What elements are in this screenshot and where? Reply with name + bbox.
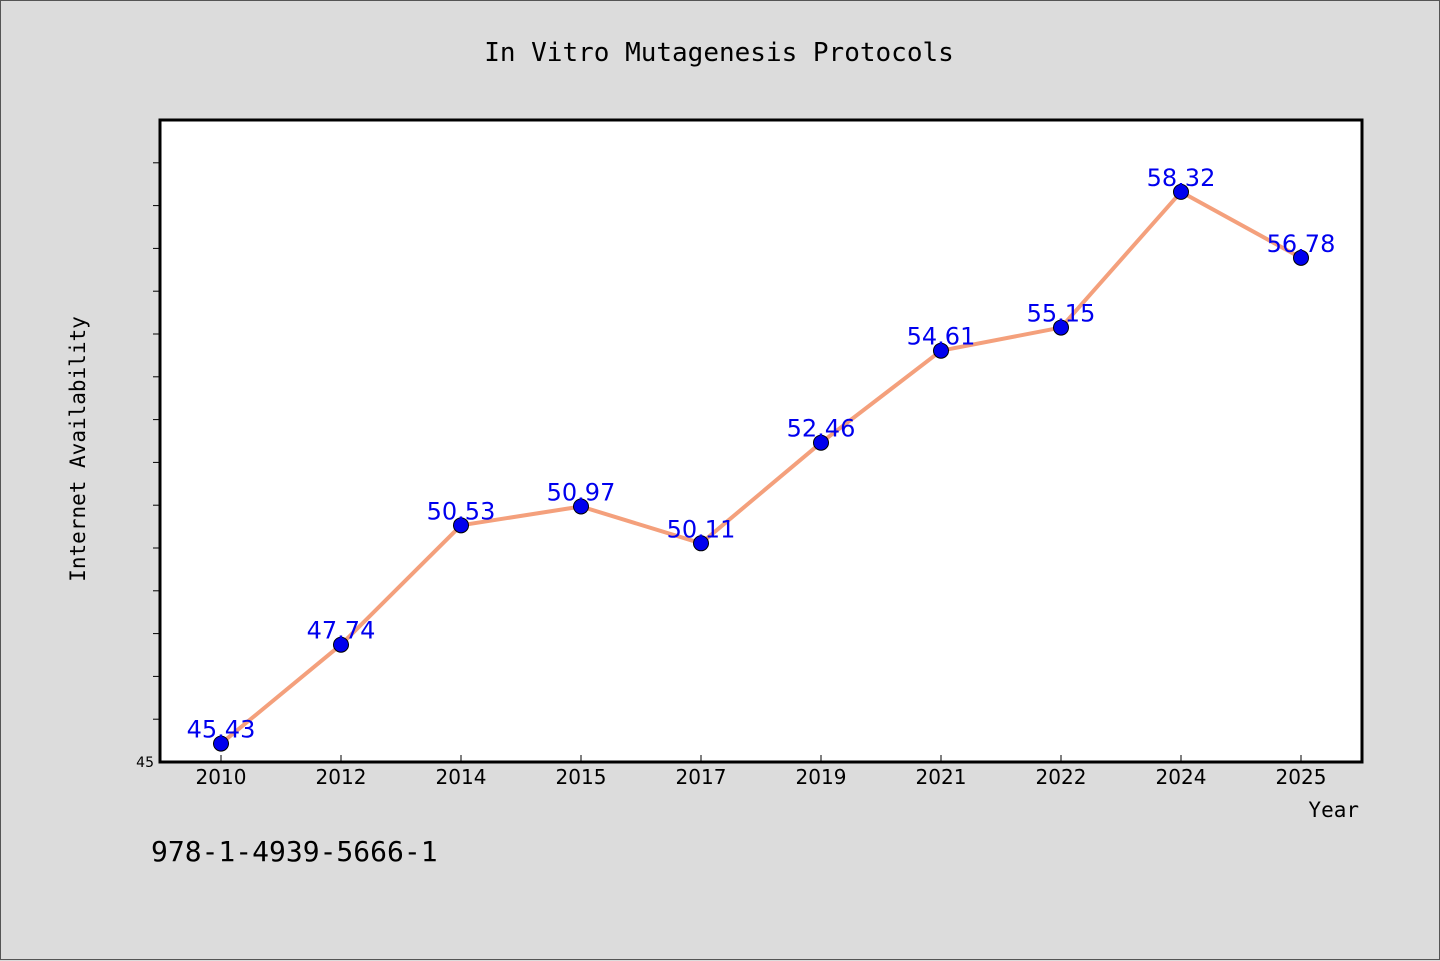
data-label: 50.11 xyxy=(667,515,736,543)
series-line-group xyxy=(219,189,1302,746)
data-point xyxy=(813,434,829,451)
chart-title: In Vitro Mutagenesis Protocols xyxy=(484,38,954,68)
data-label: 55.15 xyxy=(1027,300,1096,328)
x-tick-label: 2017 xyxy=(676,765,727,789)
data-label: 47.74 xyxy=(307,617,376,645)
data-label: 56.78 xyxy=(1267,230,1336,258)
x-tick-label: 2024 xyxy=(1156,765,1207,789)
data-markers xyxy=(213,183,1309,752)
x-tick-label: 2014 xyxy=(436,765,487,789)
x-tick-label: 2015 xyxy=(556,765,607,789)
x-tick-label: 2019 xyxy=(796,765,847,789)
data-label: 45.43 xyxy=(187,716,256,744)
data-point xyxy=(1053,319,1069,336)
x-tick-label: 2021 xyxy=(916,765,967,789)
data-label: 54.61 xyxy=(907,323,976,351)
x-tick-label: 2022 xyxy=(1036,765,1087,789)
x-tick-label: 2010 xyxy=(196,765,247,789)
data-point xyxy=(693,535,709,552)
x-tick-label: 2012 xyxy=(316,765,367,789)
data-label: 50.53 xyxy=(427,497,496,525)
y-axis-title: Internet Availability xyxy=(66,316,90,582)
data-point xyxy=(933,342,949,359)
x-axis-ticks: 2010 2012 2014 2015 2017 2019 2021 2022 2024 2025 xyxy=(196,755,1327,789)
plot-area xyxy=(158,118,1364,764)
y-axis-ticks: 45 xyxy=(136,162,160,771)
data-point xyxy=(213,735,229,752)
data-labels: 45.43 47.74 50.53 50.97 50.11 52.46 54.61 55.15… xyxy=(187,164,1336,744)
data-point xyxy=(453,517,469,534)
data-point xyxy=(573,498,589,515)
y-tick-label: 45 xyxy=(136,755,154,771)
x-axis-title: Year xyxy=(1308,798,1359,822)
isbn-text: 978-1-4939-5666-1 xyxy=(151,835,438,868)
data-point xyxy=(333,636,349,653)
data-point xyxy=(1173,183,1189,200)
data-label: 52.46 xyxy=(787,415,856,443)
data-label: 58.32 xyxy=(1147,164,1216,192)
data-label: 50.97 xyxy=(547,478,616,506)
data-point xyxy=(1293,249,1309,266)
series-line xyxy=(219,189,1302,746)
x-tick-label: 2025 xyxy=(1276,765,1327,789)
